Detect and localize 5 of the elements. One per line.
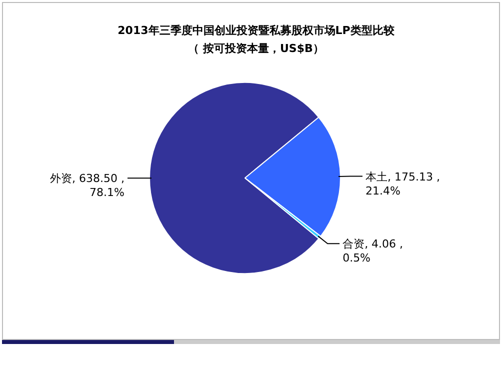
chart-subtitle: （ 按可投资本量，US$B）: [188, 42, 324, 55]
slice-label: 外资, 638.50 , 78.1%: [50, 172, 124, 200]
chart-title: 2013年三季度中国创业投资暨私募股权市场LP类型比较: [118, 24, 396, 37]
slice-label: 合资, 4.06 , 0.5%: [342, 238, 404, 265]
slice-label: 本土, 175.13 , 21.4%: [365, 170, 440, 198]
